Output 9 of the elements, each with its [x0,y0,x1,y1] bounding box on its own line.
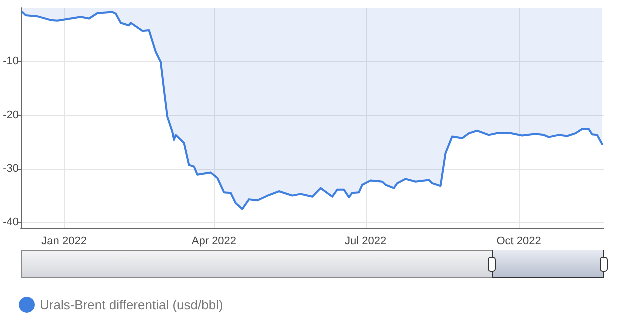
x-tick-label: Oct 2022 [496,236,542,248]
y-tick-label: -10 [3,56,19,68]
x-tick-label: Jul 2022 [345,236,387,248]
x-tick-label: Apr 2022 [192,236,237,248]
y-tick-label: -40 [3,216,19,229]
x-tick-label: Jan 2022 [42,236,87,248]
legend-label: Urals-Brent differential (usd/bbl) [40,298,224,312]
y-tick-label: -30 [3,162,19,175]
y-tick-label: -20 [3,109,19,122]
